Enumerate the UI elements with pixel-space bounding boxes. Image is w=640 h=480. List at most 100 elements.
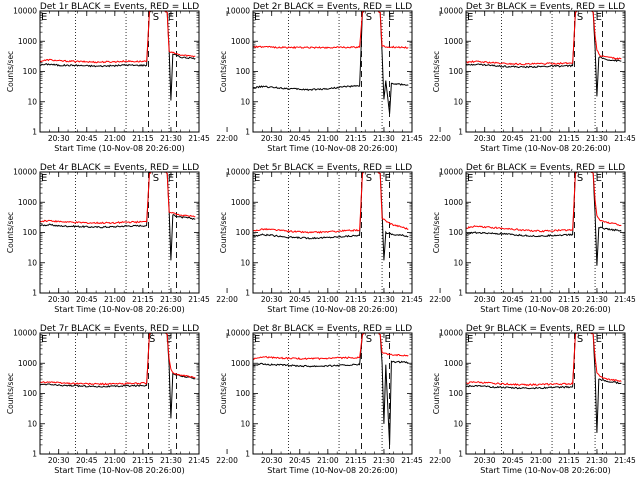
series-line-lld — [253, 11, 409, 50]
y-tick-label: 100 — [236, 67, 251, 76]
x-tick-label: 21:45 — [188, 134, 210, 143]
y-tick-label: 1000 — [18, 198, 37, 207]
x-tick-label: 20:45 — [502, 295, 524, 304]
x-tick-label: 21:15 — [345, 134, 367, 143]
x-axis-label: Start Time (10-Nov-08 20:26:00) — [267, 144, 397, 153]
series-line-events — [40, 333, 196, 419]
detector-panel-9: Det 9r BLACK = Events, RED = LLD Counts/s… — [432, 324, 636, 475]
y-axis-label: Counts/sec — [6, 373, 15, 414]
y-axis-label: Counts/sec — [432, 212, 441, 253]
x-tick-label: 22:00 — [429, 456, 451, 465]
y-tick-label: 100 — [449, 389, 464, 398]
x-axis-label: Start Time (10-Nov-08 20:26:00) — [54, 144, 184, 153]
y-tick-label: 1 — [32, 450, 37, 459]
y-tick-label: 1 — [245, 128, 250, 137]
x-tick-label: 20:45 — [289, 134, 311, 143]
x-axis-label: Start Time (10-Nov-08 20:26:00) — [480, 305, 610, 314]
x-tick-label: 20:30 — [48, 456, 70, 465]
x-tick-label: 21:00 — [530, 295, 552, 304]
panel-title: Det 8r BLACK = Events, RED = LLD — [253, 324, 412, 334]
x-tick-label: 21:15 — [558, 456, 580, 465]
series-line-lld — [253, 172, 409, 234]
marker-e: E — [596, 12, 602, 23]
y-tick-label: 1000 — [231, 198, 250, 207]
plot-frame — [252, 332, 413, 455]
x-tick-label: 21:45 — [614, 295, 636, 304]
y-tick-label: 1 — [32, 128, 37, 137]
x-tick-label: 21:30 — [586, 134, 608, 143]
x-tick-label: 21:00 — [530, 456, 552, 465]
series-line-events — [466, 11, 622, 97]
series-line-lld — [253, 333, 409, 361]
x-tick-label: 21:30 — [373, 456, 395, 465]
y-tick-label: 1000 — [231, 359, 250, 368]
y-tick-label: 100 — [449, 67, 464, 76]
x-tick-label: 21:00 — [317, 295, 339, 304]
plot-frame — [465, 332, 626, 455]
x-tick-label: 21:00 — [317, 134, 339, 143]
x-tick-label: 21:00 — [104, 295, 126, 304]
y-tick-label: 1000 — [231, 37, 250, 46]
x-tick-label: 20:30 — [261, 456, 283, 465]
panel-title: Det 2r BLACK = Events, RED = LLD — [253, 2, 412, 12]
x-tick-label: 21:15 — [345, 295, 367, 304]
left-edge-e-marker: E — [41, 334, 47, 345]
x-axis-label: Start Time (10-Nov-08 20:26:00) — [54, 466, 184, 475]
marker-e: E — [596, 334, 602, 345]
marker-s: S — [577, 334, 583, 345]
x-tick-label: 22:00 — [216, 456, 238, 465]
plot-frame — [465, 10, 626, 133]
marker-s: S — [366, 334, 372, 345]
y-tick-label: 10 — [453, 419, 463, 428]
left-edge-e-marker: E — [254, 173, 260, 184]
y-tick-label: 1 — [458, 128, 463, 137]
y-tick-label: 10 — [240, 419, 250, 428]
left-edge-e-marker: E — [41, 173, 47, 184]
detector-panel-4: Det 4r BLACK = Events, RED = LLD Counts/s… — [6, 163, 238, 314]
panel-title: Det 5r BLACK = Events, RED = LLD — [253, 163, 412, 173]
series-line-lld — [466, 11, 622, 66]
left-edge-e-marker: E — [467, 173, 473, 184]
y-tick-label: 1 — [245, 450, 250, 459]
x-tick-label: 21:30 — [160, 134, 182, 143]
y-tick-label: 1000 — [18, 37, 37, 46]
series-line-lld — [466, 172, 622, 233]
y-tick-label: 1000 — [444, 198, 463, 207]
marker-e: E — [385, 173, 391, 184]
y-tick-label: 10000 — [13, 168, 37, 177]
marker-e: E — [168, 12, 174, 23]
y-tick-label: 10 — [27, 97, 37, 106]
y-tick-label: 10 — [240, 258, 250, 267]
x-tick-label: 20:45 — [76, 456, 98, 465]
detector-panel-5: Det 5r BLACK = Events, RED = LLD Counts/s… — [219, 163, 451, 314]
x-tick-label: 21:15 — [345, 456, 367, 465]
series-line-events — [253, 11, 409, 114]
y-tick-label: 100 — [23, 67, 38, 76]
x-tick-label: 20:30 — [261, 295, 283, 304]
x-tick-label: 20:30 — [48, 295, 70, 304]
series-line-lld — [40, 333, 196, 386]
x-tick-label: 20:30 — [474, 295, 496, 304]
y-axis-label: Counts/sec — [6, 212, 15, 253]
x-tick-label: 21:45 — [401, 295, 423, 304]
series-line-events — [466, 172, 622, 266]
x-tick-label: 21:30 — [160, 295, 182, 304]
detector-panel-8: Det 8r BLACK = Events, RED = LLD Counts/s… — [219, 324, 451, 475]
x-tick-label: 21:00 — [104, 134, 126, 143]
plot-frame — [39, 10, 200, 133]
x-tick-label: 21:15 — [132, 295, 154, 304]
x-axis-label: Start Time (10-Nov-08 20:26:00) — [54, 305, 184, 314]
x-tick-label: 22:00 — [216, 295, 238, 304]
y-tick-label: 10 — [27, 419, 37, 428]
marker-e: E — [596, 173, 602, 184]
y-axis-label: Counts/sec — [432, 51, 441, 92]
y-tick-label: 10000 — [226, 329, 250, 338]
x-tick-label: 21:00 — [317, 456, 339, 465]
plot-frame — [465, 171, 626, 294]
y-tick-label: 1 — [245, 289, 250, 298]
x-tick-label: 21:15 — [558, 295, 580, 304]
marker-e: E — [166, 334, 172, 345]
marker-s: S — [149, 334, 155, 345]
x-tick-label: 21:45 — [614, 456, 636, 465]
